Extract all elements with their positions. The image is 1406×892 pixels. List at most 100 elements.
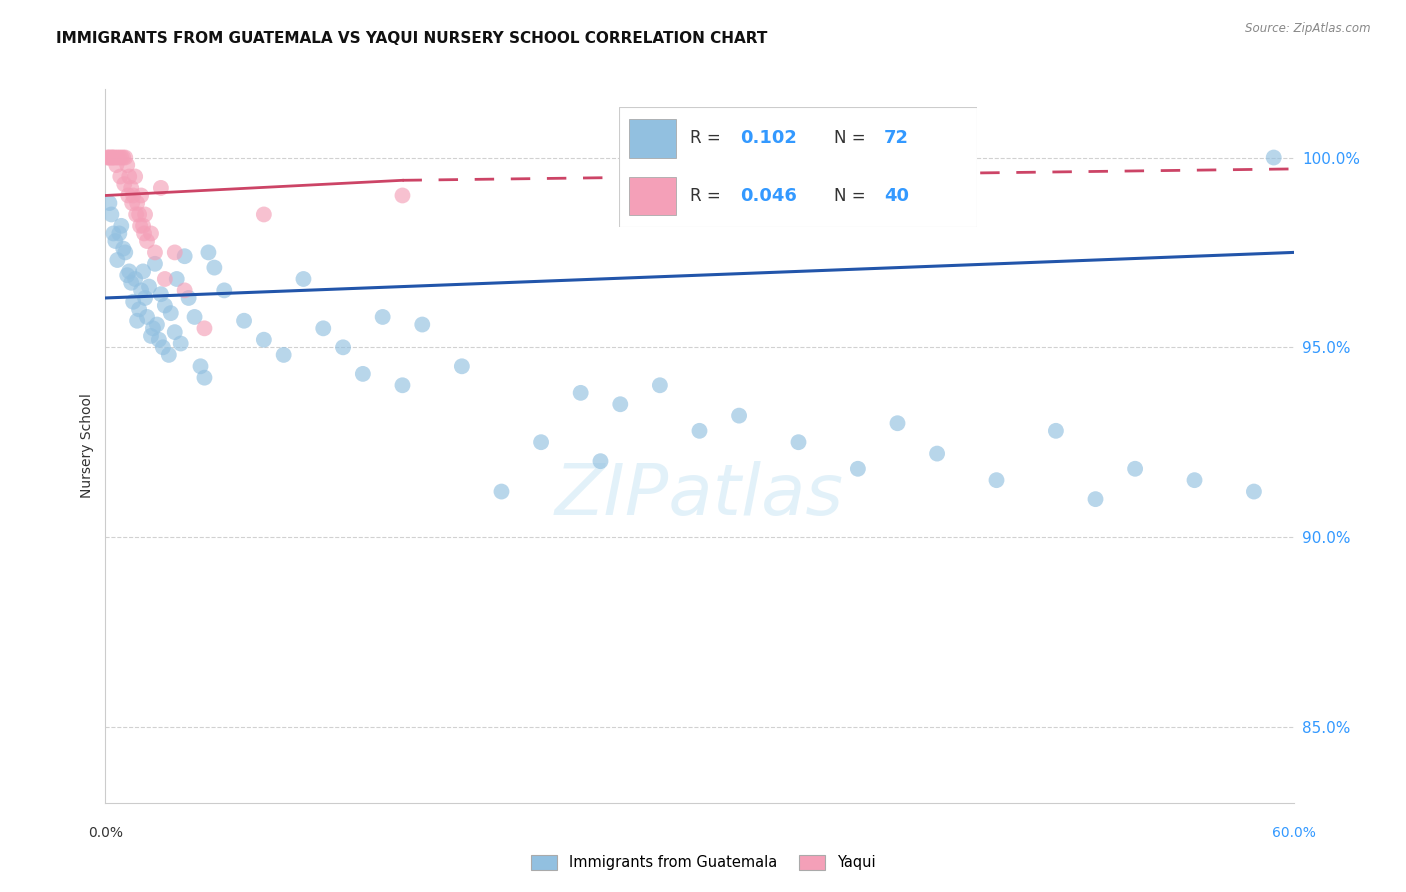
Point (122, 188, 145, 202)
Point (173, 284, 195, 298)
Text: 40: 40 (884, 187, 908, 205)
Point (157, 348, 180, 362)
Point (108, 227, 131, 241)
Point (159, 306, 181, 320)
Text: R =: R = (690, 187, 727, 205)
Point (214, 284, 236, 298)
Point (132, 227, 155, 241)
Point (143, 257, 166, 271)
Point (153, 272, 176, 286)
Point (352, 367, 374, 381)
Point (530, 435, 553, 450)
Point (98, 151, 121, 165)
Point (139, 227, 162, 241)
Point (143, 245, 166, 260)
FancyBboxPatch shape (630, 119, 676, 158)
Point (100, 207, 122, 221)
Text: 0.0%: 0.0% (89, 826, 122, 839)
Point (128, 207, 150, 221)
Text: 72: 72 (884, 129, 908, 147)
Text: R =: R = (690, 129, 727, 147)
Point (121, 196, 143, 211)
Point (846, 462, 869, 476)
Point (120, 276, 142, 290)
Point (450, 359, 472, 374)
Point (129, 284, 152, 298)
Text: 0.046: 0.046 (741, 187, 797, 205)
Point (96, 151, 118, 165)
Point (253, 333, 276, 347)
Point (114, 151, 136, 165)
Point (134, 291, 156, 305)
Point (112, 177, 135, 191)
Point (114, 245, 136, 260)
Point (100, 151, 122, 165)
Point (609, 397, 631, 411)
Point (886, 416, 908, 430)
Point (253, 207, 276, 221)
Point (152, 340, 174, 354)
Point (491, 484, 513, 499)
Point (569, 385, 592, 400)
Point (136, 234, 159, 248)
Point (108, 151, 131, 165)
Point (105, 252, 128, 267)
Point (136, 310, 159, 324)
Point (127, 196, 149, 211)
Point (112, 242, 135, 256)
Point (177, 291, 200, 305)
Point (1045, 424, 1067, 438)
Point (173, 249, 195, 263)
Text: N =: N = (834, 129, 870, 147)
Point (689, 424, 711, 438)
Point (1263, 151, 1285, 165)
Point (110, 151, 132, 165)
Text: ZIPatlas: ZIPatlas (555, 461, 844, 531)
Point (193, 321, 215, 335)
Point (787, 435, 810, 450)
Point (183, 310, 205, 324)
Text: 60.0%: 60.0% (1271, 826, 1316, 839)
Point (98, 196, 121, 211)
Point (101, 151, 124, 165)
Point (139, 329, 162, 343)
Point (124, 169, 146, 184)
Point (146, 318, 169, 332)
Point (1243, 484, 1265, 499)
Point (117, 188, 139, 202)
Point (103, 151, 125, 165)
Point (728, 409, 751, 423)
Point (273, 348, 295, 362)
Point (1184, 473, 1206, 487)
Point (149, 181, 172, 195)
Text: Source: ZipAtlas.com: Source: ZipAtlas.com (1246, 22, 1371, 36)
Point (138, 279, 160, 293)
Point (163, 245, 186, 260)
Point (110, 169, 132, 184)
Point (105, 158, 128, 172)
Point (142, 321, 165, 335)
Point (120, 181, 142, 195)
Point (132, 219, 155, 233)
Point (104, 234, 127, 248)
Point (927, 447, 949, 461)
Point (202, 260, 225, 275)
Point (104, 151, 127, 165)
Point (118, 169, 141, 184)
Point (312, 321, 335, 335)
Point (127, 314, 149, 328)
Y-axis label: Nursery School: Nursery School (80, 393, 94, 499)
Point (193, 370, 215, 384)
Point (115, 158, 138, 172)
Point (233, 314, 256, 328)
Point (97, 151, 120, 165)
Point (648, 378, 671, 392)
Point (149, 287, 172, 301)
Point (115, 268, 138, 283)
Text: 0.102: 0.102 (741, 129, 797, 147)
Point (1084, 492, 1107, 507)
Text: N =: N = (834, 187, 870, 205)
Point (110, 219, 132, 233)
Point (129, 188, 152, 202)
Point (163, 325, 186, 339)
